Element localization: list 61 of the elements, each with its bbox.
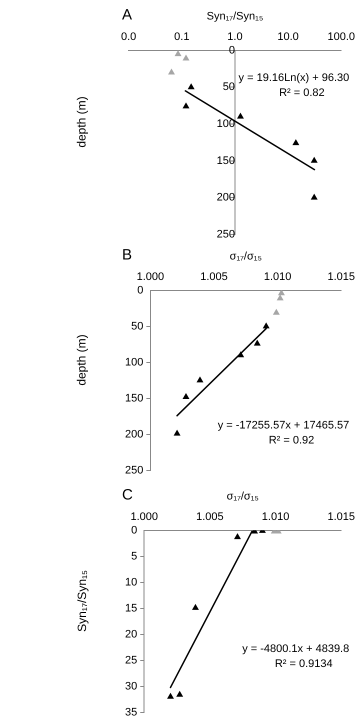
y-tick-label: 50 — [131, 320, 144, 332]
x-tick-label: 1.010 — [262, 510, 290, 523]
y-axis-title: Syn₁₇/Syn₁₅ — [75, 570, 89, 632]
point — [273, 309, 280, 315]
x-tick-label: 1.000 — [136, 270, 164, 283]
point — [167, 693, 174, 699]
x-tick-label: 1.015 — [327, 510, 355, 523]
y-tick-label: 150 — [124, 392, 144, 404]
x-axis-title: Syn₁₇/Syn₁₅ — [206, 10, 264, 23]
y-tick-label: 0 — [131, 524, 138, 536]
point — [238, 352, 244, 358]
x-tick-label: 100.0 — [327, 30, 355, 43]
y-tick-label: 10 — [124, 576, 138, 588]
annotation: y = 19.16Ln(x) + 96.30 — [238, 72, 350, 84]
y-tick-label: 250 — [124, 464, 144, 476]
y-tick-label: 25 — [124, 654, 138, 666]
y-tick-label: 50 — [222, 81, 235, 94]
x-tick-label: 1.000 — [130, 510, 158, 523]
point — [277, 294, 284, 300]
x-tick-label: 1.010 — [264, 270, 292, 283]
y-axis-title: depth (m) — [75, 96, 90, 148]
y-tick-label: 5 — [131, 550, 138, 562]
chart-title: B — [122, 246, 132, 264]
x-axis-title: σ₁₇/σ₁₅ — [226, 490, 259, 503]
annotation: y = -4800.1x + 4839.8 — [242, 642, 350, 655]
point — [196, 376, 204, 382]
y-tick-label: 150 — [216, 154, 235, 167]
y-tick-label: 250 — [216, 228, 235, 240]
y-tick-label: 20 — [124, 628, 138, 640]
x-tick-label: 10.0 — [277, 30, 299, 43]
point — [278, 290, 285, 296]
point — [174, 430, 180, 436]
chart-title: C — [122, 486, 133, 504]
x-tick-label: 1.015 — [327, 270, 355, 283]
point — [263, 322, 270, 328]
y-axis-title: depth (m) — [75, 334, 90, 386]
point — [176, 691, 183, 697]
annotation: y = -17255.57x + 17465.57 — [218, 420, 350, 432]
chart-title: A — [122, 6, 132, 24]
y-tick-label: 30 — [124, 680, 138, 692]
x-axis-title: σ₁₇/σ₁₅ — [230, 250, 262, 263]
point — [254, 340, 260, 346]
x-tick-label: 1.005 — [200, 270, 228, 283]
annotation: R² = 0.82 — [279, 87, 325, 100]
y-tick-label: 200 — [216, 192, 235, 204]
y-tick-label: 0 — [137, 284, 144, 296]
y-tick-label: 35 — [124, 706, 138, 718]
point — [182, 393, 190, 399]
x-tick-label: 0.1 — [174, 30, 190, 43]
point — [234, 534, 241, 540]
y-tick-label: 15 — [124, 602, 138, 614]
x-tick-label: 1.0 — [227, 30, 243, 43]
y-tick-label: 200 — [124, 428, 144, 440]
x-tick-label: 0.0 — [120, 30, 136, 43]
y-tick-label: 0 — [228, 44, 235, 56]
point — [192, 604, 199, 610]
x-tick-label: 1.005 — [196, 510, 224, 523]
annotation: R² = 0.92 — [268, 434, 314, 447]
annotation: R² = 0.9134 — [274, 658, 333, 670]
y-tick-label: 100 — [216, 118, 235, 130]
y-tick-label: 100 — [124, 356, 144, 368]
